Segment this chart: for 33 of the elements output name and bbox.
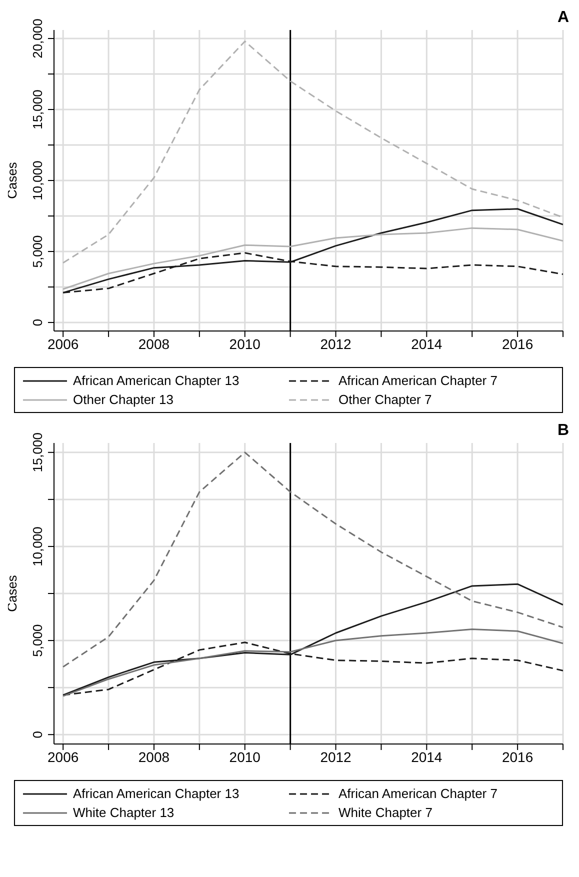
line-series [62, 40, 563, 264]
x-tick-label: 2016 [502, 748, 534, 765]
legend-label: African American Chapter 7 [338, 786, 498, 801]
x-tick-label: 2014 [411, 336, 442, 352]
x-tick-label: 2012 [320, 748, 352, 765]
y-tick-label: 5,000 [30, 624, 45, 657]
legend-label: African American Chapter 13 [73, 373, 240, 388]
legend-label: White Chapter 13 [73, 805, 174, 820]
legend-label: Other Chapter 13 [73, 392, 174, 407]
x-tick-label: 2006 [48, 336, 79, 352]
x-tick-label: 2012 [320, 336, 352, 352]
y-tick-label: 0 [30, 318, 45, 326]
legend-label: African American Chapter 13 [73, 786, 240, 801]
x-tick-label: 2010 [229, 748, 261, 765]
x-tick-label: 2008 [138, 336, 170, 352]
legend-label: African American Chapter 7 [338, 373, 498, 388]
y-tick-label: 0 [30, 730, 45, 738]
x-tick-label: 2010 [229, 336, 261, 352]
y-tick-label: 15,000 [30, 432, 45, 472]
y-tick-label: 10,000 [30, 160, 45, 200]
x-tick-label: 2006 [48, 748, 79, 765]
y-tick-label: 20,000 [30, 18, 45, 58]
line-series [62, 452, 563, 668]
y-tick-label: 10,000 [30, 526, 45, 566]
y-tick-label: 15,000 [30, 90, 45, 130]
x-tick-label: 2016 [502, 336, 534, 352]
legend-label: Other Chapter 7 [338, 392, 432, 407]
line-series [62, 227, 563, 290]
x-tick-label: 2008 [138, 748, 170, 765]
line-series [62, 628, 563, 697]
legend-label: White Chapter 7 [338, 805, 432, 820]
y-tick-label: 5,000 [30, 235, 45, 268]
x-tick-label: 2014 [411, 748, 442, 765]
